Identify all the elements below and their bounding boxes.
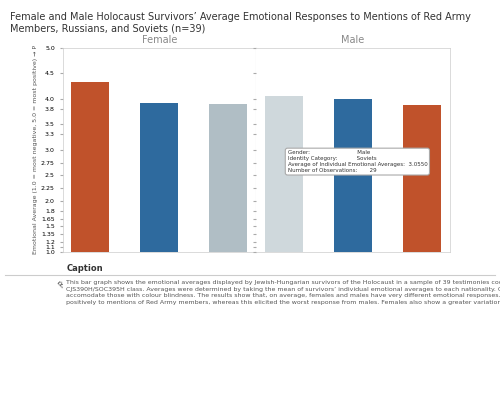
Text: This bar graph shows the emotional averages displayed by Jewish-Hungarian surviv: This bar graph shows the emotional avera… (66, 280, 500, 305)
Text: Female and Male Holocaust Survivors’ Average Emotional Responses to Mentions of : Female and Male Holocaust Survivors’ Ave… (10, 12, 471, 34)
Bar (72, 82, 110, 252)
Text: Gender:                           Male
Identity Category:           Soviets
Aver: Gender: Male Identity Category: Soviets … (288, 150, 428, 173)
Bar (265, 96, 303, 252)
Bar (334, 99, 372, 252)
Y-axis label: Emotional Average (1.0 = most negative, 5.0 = most positive) → P: Emotional Average (1.0 = most negative, … (33, 45, 38, 254)
Title: Male: Male (342, 35, 365, 46)
Bar (403, 105, 441, 252)
Bar (140, 103, 178, 252)
Bar (210, 104, 248, 252)
Text: Caption: Caption (66, 264, 103, 273)
Title: Female: Female (142, 35, 177, 46)
